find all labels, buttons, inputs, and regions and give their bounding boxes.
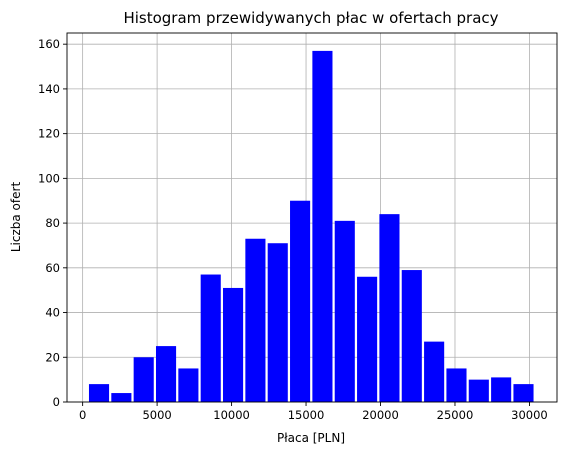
x-axis-label: Płaca [PLN] — [277, 431, 345, 445]
histogram-bar — [290, 200, 311, 402]
histogram-bar — [468, 379, 489, 402]
y-tick-label: 20 — [45, 350, 60, 364]
histogram-bar — [133, 357, 154, 402]
histogram-bar — [446, 368, 467, 402]
x-tick-label: 15000 — [288, 408, 325, 422]
histogram-bar — [424, 341, 445, 402]
x-tick-label: 25000 — [437, 408, 474, 422]
y-tick-label: 60 — [45, 261, 60, 275]
histogram-bar — [357, 276, 378, 402]
histogram-bar — [334, 220, 355, 402]
histogram-bar — [401, 270, 422, 402]
x-tick-label: 5000 — [142, 408, 171, 422]
histogram-bar — [312, 50, 333, 403]
histogram-bar — [88, 384, 110, 402]
histogram-bar — [223, 287, 244, 402]
x-tick-label: 0 — [79, 408, 86, 422]
y-tick-label: 40 — [45, 306, 60, 320]
histogram-bar — [155, 346, 177, 402]
histogram-bar — [379, 214, 400, 402]
histogram-bar — [245, 238, 266, 402]
x-tick-label: 20000 — [362, 408, 399, 422]
histogram-bar — [513, 384, 534, 402]
histogram-bar — [200, 274, 221, 402]
bars — [88, 50, 534, 403]
y-tick-label: 80 — [45, 216, 60, 230]
grid-lines — [67, 33, 557, 403]
y-tick-label: 160 — [38, 37, 60, 51]
y-axis-label: Liczba ofert — [9, 182, 23, 253]
axes: 0 5000 10000 15000 20000 25000 30000 0 20 40 60 80 1… — [38, 32, 558, 422]
y-tick-label: 120 — [38, 127, 60, 141]
y-tick-label: 140 — [38, 82, 60, 96]
histogram-bar — [178, 368, 199, 402]
x-tick-label: 30000 — [511, 408, 548, 422]
y-tick-label: 0 — [53, 395, 60, 409]
chart-title: Histogram przewidywanych płac w ofertach… — [123, 9, 498, 27]
plot-frame — [66, 32, 558, 403]
histogram-bar — [111, 393, 132, 402]
histogram-bar — [267, 243, 288, 402]
x-tick-label: 10000 — [213, 408, 250, 422]
y-tick-label: 100 — [38, 171, 60, 185]
histogram-bar — [491, 377, 512, 402]
